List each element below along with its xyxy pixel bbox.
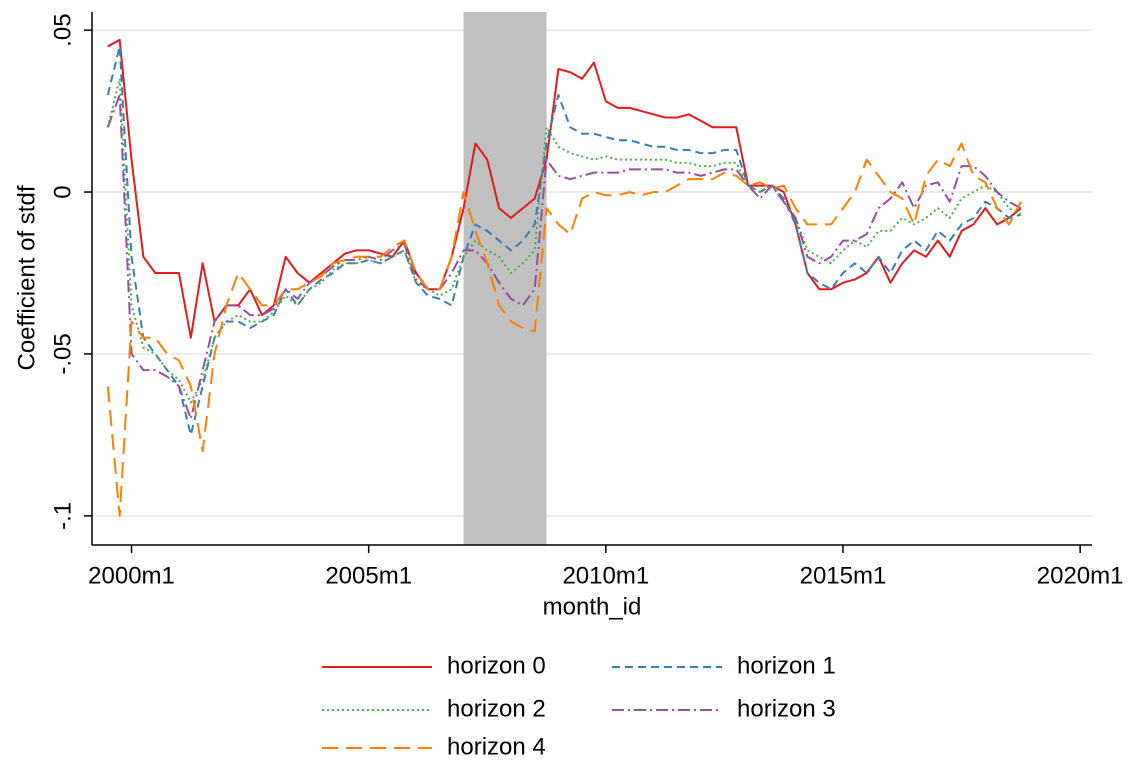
- series-line: [106, 77, 1022, 404]
- legend-label: horizon 0: [447, 652, 546, 679]
- x-tick-label: 2015m1: [800, 562, 887, 589]
- y-axis-title: Coefficient of stdf: [13, 185, 40, 370]
- y-tick-label: .05: [49, 13, 76, 46]
- legend-label: horizon 3: [737, 695, 836, 722]
- x-tick-label: 2000m1: [88, 562, 175, 589]
- series-line: [106, 93, 1022, 420]
- x-axis-title: month_id: [543, 593, 642, 620]
- y-tick-label: 0: [49, 185, 76, 198]
- x-tick-label: 2010m1: [562, 562, 649, 589]
- y-tick-label: -.1: [49, 502, 76, 530]
- x-tick-label: 2020m1: [1037, 562, 1124, 589]
- series-line: [106, 142, 1022, 517]
- legend-label: horizon 4: [447, 733, 546, 760]
- legend-label: horizon 1: [737, 652, 836, 679]
- legend-label: horizon 2: [447, 695, 546, 722]
- x-tick-label: 2005m1: [325, 562, 412, 589]
- shaded-region: [463, 12, 547, 545]
- y-tick-label: -.05: [49, 333, 76, 374]
- series-line: [106, 45, 1022, 436]
- series-line: [107, 38, 1022, 339]
